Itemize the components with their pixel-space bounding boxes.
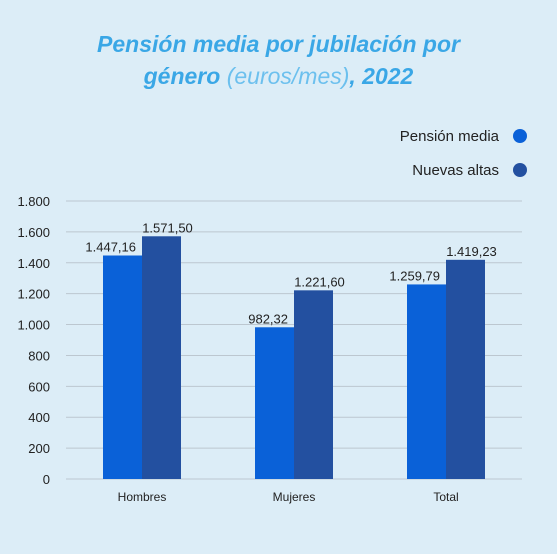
legend-item-series-1: Pensión media <box>400 126 527 146</box>
bar <box>255 327 294 479</box>
legend-label-series-1: Pensión media <box>399 127 499 145</box>
y-tick-label: 600 <box>28 379 50 394</box>
bar <box>103 255 142 479</box>
data-label: 1.447,16 <box>85 239 136 254</box>
y-tick-label: 400 <box>28 410 50 425</box>
data-label: 982,32 <box>248 311 288 326</box>
y-tick-label: 1.000 <box>17 318 50 333</box>
legend-swatch-series-1 <box>513 129 527 143</box>
y-tick-label: 1.600 <box>17 225 50 240</box>
x-tick-label: Hombres <box>118 490 167 504</box>
x-tick-label: Total <box>433 490 458 504</box>
y-tick-label: 0 <box>43 472 50 487</box>
legend-swatch-series-2 <box>513 163 527 177</box>
y-tick-label: 1.800 <box>17 194 50 209</box>
y-tick-label: 200 <box>28 441 50 456</box>
y-tick-label: 1.400 <box>17 256 50 271</box>
title-year: , 2022 <box>349 63 414 89</box>
data-label: 1.259,79 <box>389 268 440 283</box>
bar <box>294 290 333 479</box>
data-label: 1.419,23 <box>446 244 497 259</box>
title-line-1: Pensión media por jubilación por <box>97 31 460 57</box>
title-line-2: género (euros/mes), 2022 <box>0 60 557 92</box>
legend: Pensión media Nuevas altas <box>400 126 527 194</box>
y-tick-label: 1.200 <box>17 287 50 302</box>
bar <box>407 284 446 479</box>
y-tick-label: 800 <box>28 348 50 363</box>
data-label: 1.221,60 <box>294 274 345 289</box>
bar <box>142 236 181 479</box>
chart-title: Pensión media por jubilación por género … <box>0 28 557 92</box>
x-tick-label: Mujeres <box>273 490 316 504</box>
title-word: género <box>143 63 221 89</box>
legend-label-series-2: Nuevas altas <box>412 161 499 179</box>
legend-item-series-2: Nuevas altas <box>400 160 527 180</box>
title-unit: (euros/mes) <box>226 63 350 89</box>
data-label: 1.571,50 <box>142 220 193 235</box>
bar <box>446 259 485 479</box>
